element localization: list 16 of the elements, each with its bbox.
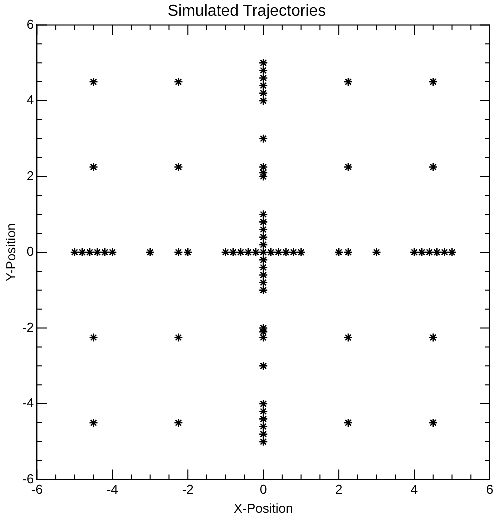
y-tick-label: 0 <box>26 244 34 260</box>
x-tick-label: 2 <box>335 482 343 498</box>
chart-title: Simulated Trajectories <box>168 3 326 20</box>
x-axis-title: X-Position <box>234 500 294 516</box>
x-tick-label: -4 <box>106 482 118 498</box>
y-tick-label: 2 <box>26 168 34 184</box>
y-tick-label: 6 <box>26 16 34 32</box>
x-tick-label: 0 <box>260 482 268 498</box>
y-axis-title: Y-Position <box>3 223 18 282</box>
y-tick-label: -6 <box>22 471 34 486</box>
x-tick-label: 6 <box>486 482 494 498</box>
x-tick-label: -2 <box>182 482 194 498</box>
y-tick-label: -4 <box>22 396 34 411</box>
y-tick-label: 4 <box>26 92 34 108</box>
y-tick-label: -2 <box>22 320 34 335</box>
x-tick-label: 4 <box>410 482 418 498</box>
